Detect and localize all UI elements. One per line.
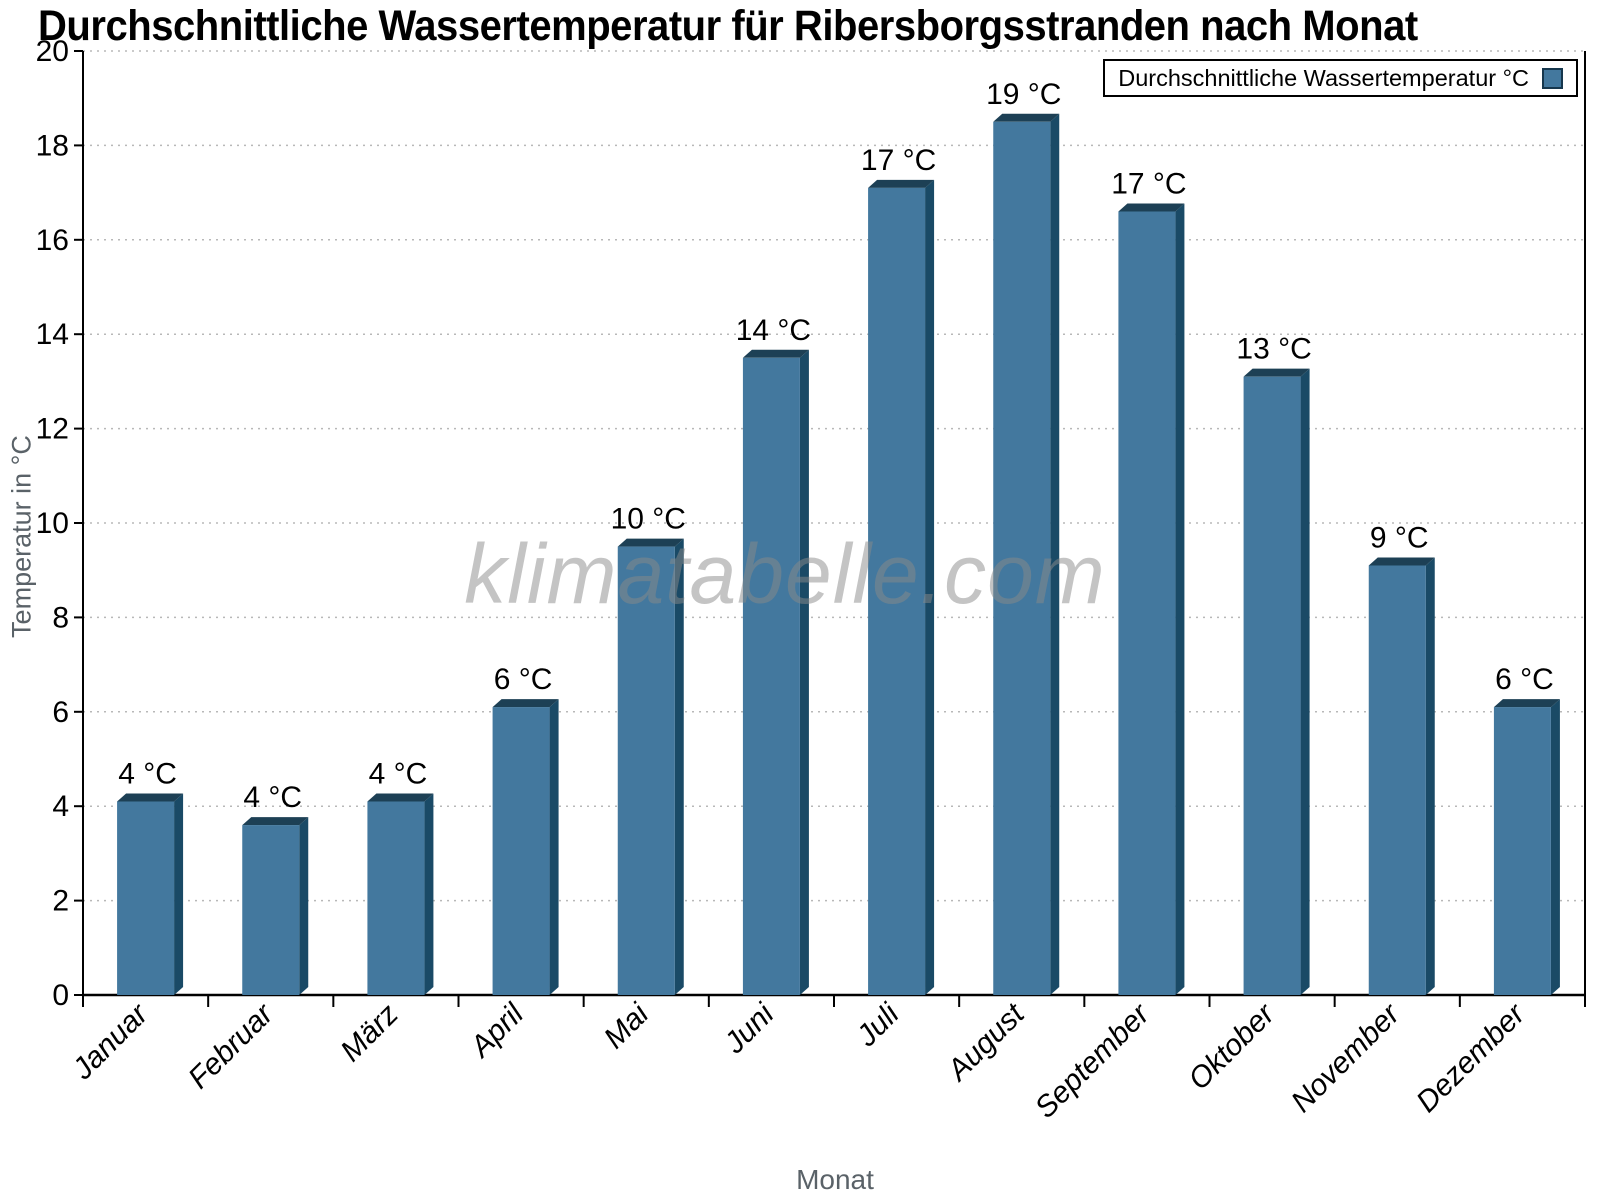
legend: Durchschnittliche Wassertemperatur °C xyxy=(1103,59,1578,97)
y-tick-label: 2 xyxy=(52,885,69,918)
y-tick-label: 14 xyxy=(36,318,69,351)
bar-februar xyxy=(242,825,300,995)
y-tick-label: 4 xyxy=(52,790,69,823)
y-tick-label: 0 xyxy=(52,979,69,1012)
x-tick-label-oktober: Oktober xyxy=(1182,997,1282,1097)
bar-top-mrz xyxy=(367,793,434,802)
bar-value-label: 4 °C xyxy=(369,757,428,790)
bar-value-label: 9 °C xyxy=(1370,521,1429,554)
bar-top-mai xyxy=(617,538,684,547)
x-tick-label-januar: Januar xyxy=(66,997,156,1087)
bar-side-august xyxy=(1050,113,1060,996)
bar-side-november xyxy=(1425,557,1435,995)
x-tick-label-dezember: Dezember xyxy=(1410,997,1532,1119)
y-tick-label: 12 xyxy=(36,413,69,446)
bar-side-januar xyxy=(174,793,184,995)
bar-mai xyxy=(617,546,675,995)
bar-side-mai xyxy=(674,538,684,995)
bar-august xyxy=(993,121,1051,996)
bar-top-dezember xyxy=(1493,699,1560,708)
y-tick-label: 8 xyxy=(52,601,69,634)
bar-value-label: 17 °C xyxy=(1111,167,1186,200)
bar-value-label: 17 °C xyxy=(861,144,936,177)
bar-september xyxy=(1118,211,1176,996)
y-tick-label: 18 xyxy=(36,129,69,162)
x-tick-label-juni: Juni xyxy=(717,997,781,1061)
bar-top-februar xyxy=(242,817,309,826)
bar-top-september xyxy=(1118,203,1185,212)
y-tick-label: 20 xyxy=(36,35,69,68)
x-axis-title: Monat xyxy=(796,1164,874,1195)
bar-side-dezember xyxy=(1550,699,1560,995)
x-tick-label-mrz: März xyxy=(334,998,404,1068)
bar-value-label: 13 °C xyxy=(1236,333,1311,366)
bar-value-label: 6 °C xyxy=(494,663,553,696)
x-tick-label-september: September xyxy=(1029,997,1157,1125)
bar-value-label: 10 °C xyxy=(611,503,686,536)
legend-label: Durchschnittliche Wassertemperatur °C xyxy=(1118,64,1529,91)
y-tick-label: 6 xyxy=(52,696,69,729)
bar-value-label: 19 °C xyxy=(986,78,1061,111)
bar-top-november xyxy=(1368,557,1435,566)
bar-side-oktober xyxy=(1300,368,1310,995)
bar-side-mrz xyxy=(424,793,434,995)
bar-side-februar xyxy=(299,817,309,995)
x-tick-label-juli: Juli xyxy=(850,997,907,1054)
y-tick-label: 10 xyxy=(36,507,69,540)
x-tick-label-mai: Mai xyxy=(598,997,656,1055)
bar-januar xyxy=(117,801,175,995)
bar-dezember xyxy=(1493,707,1551,995)
bar-top-august xyxy=(993,113,1060,122)
bar-juni xyxy=(742,357,800,995)
bar-side-juni xyxy=(799,349,809,995)
chart-title: Durchschnittliche Wassertemperatur für R… xyxy=(38,2,1418,50)
bar-april xyxy=(492,707,550,995)
bar-side-april xyxy=(549,699,559,995)
x-tick-label-august: August xyxy=(940,996,1032,1088)
bar-november xyxy=(1368,565,1426,995)
bar-top-oktober xyxy=(1243,368,1310,377)
bar-juli xyxy=(868,187,926,995)
bar-value-label: 6 °C xyxy=(1495,663,1554,696)
bar-top-april xyxy=(492,699,559,708)
x-tick-label-november: November xyxy=(1285,997,1407,1119)
y-axis-title: Temperatur in °C xyxy=(6,435,37,638)
bar-top-juli xyxy=(868,179,935,188)
y-tick-label: 16 xyxy=(36,224,69,257)
bar-top-januar xyxy=(117,793,184,802)
bar-value-label: 4 °C xyxy=(243,781,302,814)
bar-side-juli xyxy=(925,179,935,995)
bar-side-september xyxy=(1175,203,1185,996)
x-tick-label-april: April xyxy=(463,997,531,1065)
x-tick-label-februar: Februar xyxy=(182,997,280,1095)
bar-mrz xyxy=(367,801,425,995)
bar-top-juni xyxy=(742,349,809,358)
bar-value-label: 4 °C xyxy=(118,757,177,790)
legend-swatch-icon xyxy=(1542,67,1563,89)
bar-oktober xyxy=(1243,376,1301,995)
bar-value-label: 14 °C xyxy=(736,314,811,347)
